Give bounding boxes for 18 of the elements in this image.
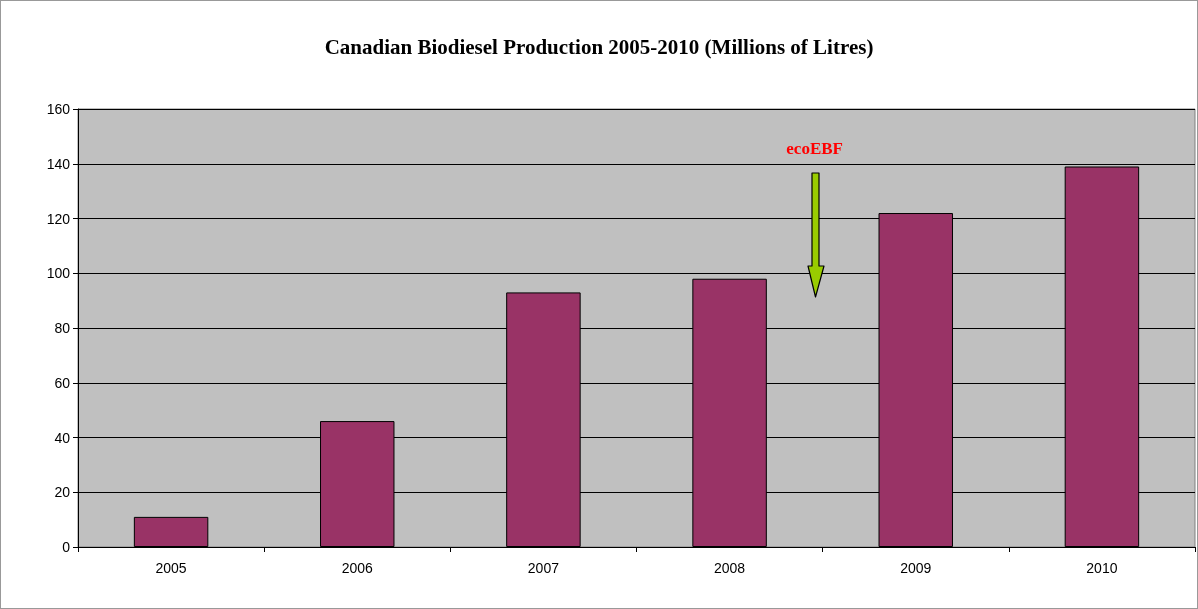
x-tick-label: 2009	[900, 560, 932, 576]
y-tick-label: 100	[46, 265, 71, 282]
y-tick-label: 40	[54, 429, 71, 446]
x-tick-label: 2008	[714, 560, 746, 576]
y-tick-label: 60	[54, 374, 71, 391]
y-tick-label: 80	[54, 320, 71, 336]
bar	[133, 516, 209, 547]
y-tick-label: 120	[46, 210, 71, 227]
y-tick-label: 0	[62, 539, 71, 555]
x-tick-label: 2006	[341, 560, 374, 576]
y-tick-label: 140	[46, 155, 71, 172]
y-tick-label: 20	[54, 484, 71, 501]
y-tick-label: 160	[46, 101, 71, 117]
x-tick-label: 2005	[155, 560, 187, 576]
x-tick-label: 2010	[1086, 560, 1118, 576]
chart-title: Canadian Biodiesel Production 2005-2010 (Millions of Litres)	[324, 34, 874, 59]
annotation: ecoEBF	[786, 139, 843, 159]
x-tick-label: 2007	[527, 560, 560, 576]
